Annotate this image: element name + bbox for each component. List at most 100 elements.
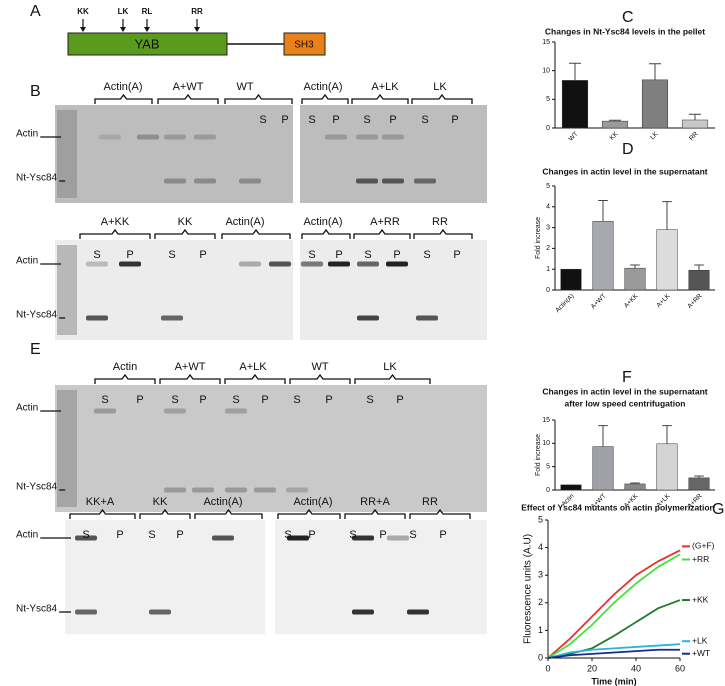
legend-label: +WT — [692, 648, 710, 658]
panel-label: G — [712, 501, 724, 518]
lane-label: P — [396, 394, 403, 406]
gel-band — [94, 408, 116, 414]
bar — [656, 229, 678, 291]
lane-bracket — [224, 93, 293, 104]
y-tick-label: 3 — [538, 570, 543, 580]
series-line — [547, 648, 680, 659]
error-bar — [598, 200, 608, 222]
gel-band — [287, 535, 309, 541]
marker-label: Actin — [16, 530, 38, 541]
x-tick-label: 20 — [587, 663, 597, 673]
gel-band — [239, 178, 261, 184]
lane-label: S — [409, 529, 416, 541]
lane-label: S — [349, 529, 356, 541]
lane-group-label: Actin(A) — [225, 216, 264, 228]
x-tick-label: RR — [688, 130, 700, 142]
x-tick-label: A+LK — [655, 292, 672, 309]
lane-group-label: RR — [422, 496, 438, 508]
chart-title: after low speed centrifugation — [565, 398, 686, 408]
lane-bracket — [139, 508, 191, 519]
lane-label: P — [451, 114, 458, 126]
bar — [561, 80, 589, 129]
marker-label: Nt-Ysc84 — [16, 482, 58, 493]
lane-label: S — [101, 394, 108, 406]
lane-bracket — [353, 228, 411, 239]
lane-bracket — [344, 508, 406, 519]
marker-label: Nt-Ysc84 — [16, 173, 58, 184]
lane-group-label: Actin(A) — [103, 81, 142, 93]
gel-band — [225, 408, 247, 414]
y-tick-label: 5 — [538, 514, 543, 524]
lane-bracket — [224, 373, 286, 384]
lane-label: S — [232, 394, 239, 406]
bar — [592, 221, 614, 291]
y-axis-label: Fold increase — [535, 434, 542, 476]
bar — [624, 483, 646, 491]
series-line — [547, 549, 681, 659]
lane-bracket — [159, 373, 221, 384]
gel-band — [75, 535, 97, 541]
lane-label: S — [284, 529, 291, 541]
panel-label: D — [622, 141, 634, 158]
lane-label: S — [421, 114, 428, 126]
marker-label: Nt-Ysc84 — [16, 604, 58, 615]
gel-band — [194, 178, 216, 184]
gel — [300, 105, 487, 203]
x-tick-label: A+RR — [686, 292, 704, 310]
lane-group-label: A+LK — [371, 81, 399, 93]
lane-label: P — [389, 114, 396, 126]
x-tick-label: A+KK — [623, 292, 640, 309]
gel — [300, 240, 487, 340]
series-line — [547, 643, 681, 659]
gel-band — [357, 261, 379, 267]
y-tick-label: 1 — [538, 625, 543, 635]
lane-group-label: KK+A — [86, 496, 115, 508]
y-tick-label: 2 — [538, 597, 543, 607]
y-tick-label: 1 — [546, 266, 550, 273]
lane-label: P — [281, 114, 288, 126]
y-tick-label: 5 — [546, 183, 550, 190]
lane-label: P — [379, 529, 386, 541]
gel-band — [301, 261, 323, 267]
lane-label: P — [332, 114, 339, 126]
lane-label: S — [171, 394, 178, 406]
lane-label: P — [176, 529, 183, 541]
lane-group-label: WT — [311, 361, 328, 373]
gel-band — [386, 261, 408, 267]
x-tick-label: KK — [609, 130, 621, 142]
y-tick-label: 10 — [542, 68, 550, 75]
y-tick-label: 0 — [546, 125, 550, 132]
mutation-label: RL — [142, 7, 153, 16]
arrow-head — [194, 27, 200, 32]
y-tick-label: 15 — [542, 39, 550, 46]
x-tick-label: 60 — [675, 663, 685, 673]
gel-band — [328, 261, 350, 267]
bar — [560, 484, 582, 491]
gel-band — [212, 535, 234, 541]
gel-band — [192, 487, 214, 493]
x-tick-label: 40 — [631, 663, 641, 673]
gel-band — [86, 261, 108, 267]
lane-group-label: Actin(A) — [203, 496, 242, 508]
bar — [560, 268, 582, 291]
panel-label: E — [30, 341, 41, 358]
gel-band — [414, 178, 436, 184]
x-tick-label: WT — [568, 131, 580, 143]
x-tick-label: Actin(A) — [554, 293, 575, 314]
gel-ladder — [57, 390, 77, 507]
marker-label: Actin — [16, 129, 38, 140]
gel-band — [254, 487, 276, 493]
mutation-label: KK — [77, 7, 89, 16]
bar — [601, 120, 629, 129]
marker-label: Actin — [16, 403, 38, 414]
lane-label: S — [308, 249, 315, 261]
lane-label: P — [308, 529, 315, 541]
lane-bracket — [221, 228, 291, 239]
arrow-head — [120, 27, 126, 32]
lane-group-label: A+KK — [101, 216, 130, 228]
x-axis-label: Time (min) — [591, 676, 636, 686]
x-tick-label: A+WT — [590, 293, 608, 311]
gel-band — [225, 487, 247, 493]
bar — [656, 443, 678, 491]
lane-label: S — [363, 114, 370, 126]
